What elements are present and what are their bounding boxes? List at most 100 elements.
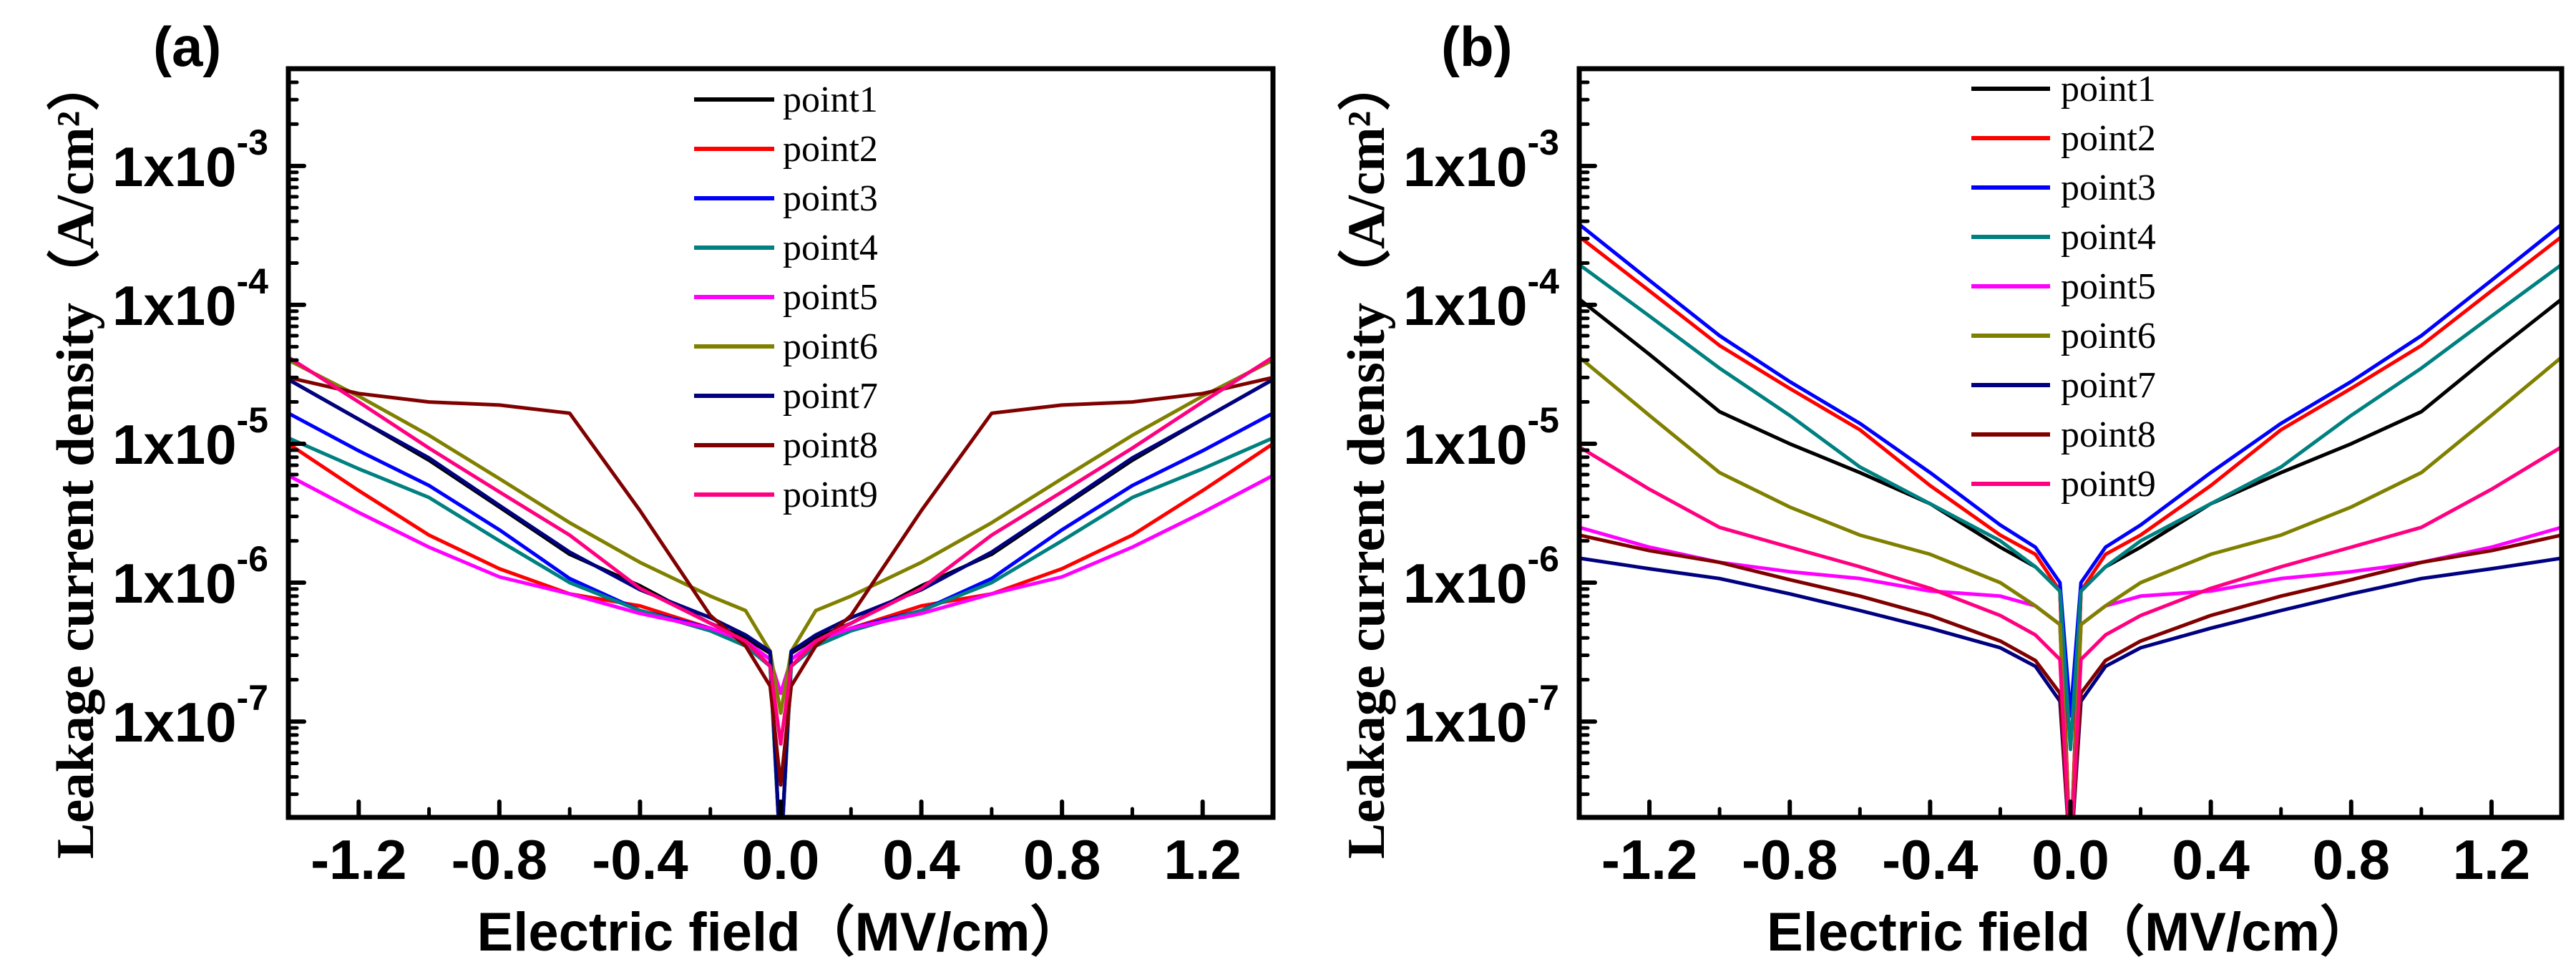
legend-label: point8 (783, 425, 878, 466)
legend-label: point6 (783, 326, 878, 367)
legend-label: point8 (2061, 414, 2156, 455)
x-tick-label: 0.4 (2172, 828, 2249, 891)
legend-item: point5 (694, 277, 878, 318)
legend-item: point9 (1971, 464, 2156, 505)
y-tick-mantissa: 1x10 (1403, 274, 1528, 337)
legend-item: point1 (694, 79, 878, 120)
legend-item: point4 (1971, 217, 2156, 258)
series-line-point4 (1579, 263, 2562, 752)
plot-area (288, 355, 1273, 817)
y-tick-exponent: -7 (237, 678, 268, 718)
legend-item: point1 (1971, 69, 2156, 110)
y-tick-mantissa: 1x10 (1403, 691, 1528, 754)
y-tick-label: 1x10-4 (1403, 261, 1559, 337)
x-axis-label: Electric field（MV/cm） (1767, 902, 2374, 963)
y-tick-label: 1x10-4 (112, 261, 268, 337)
legend-item: point3 (1971, 167, 2156, 208)
y-tick-exponent: -3 (1528, 122, 1559, 162)
legend-item: point5 (1971, 266, 2156, 307)
y-tick-label: 1x10-3 (1403, 122, 1559, 198)
y-tick-label: 1x10-7 (112, 678, 268, 754)
series-line-point6 (288, 358, 1273, 715)
series-line-point4 (288, 436, 1273, 817)
y-tick-exponent: -5 (237, 400, 268, 440)
x-tick-label: 0.0 (2031, 828, 2109, 891)
y-tick-mantissa: 1x10 (1403, 413, 1528, 476)
legend-label: point9 (783, 475, 878, 515)
legend-item: point6 (1971, 316, 2156, 356)
legend-item: point3 (694, 178, 878, 219)
y-tick-exponent: -6 (1528, 539, 1559, 579)
x-tick-label: 0.8 (2313, 828, 2390, 891)
series-line-point2 (1579, 235, 2562, 817)
series-line-point9 (288, 355, 1273, 746)
y-tick-mantissa: 1x10 (112, 274, 237, 337)
series-line-point3 (288, 412, 1273, 817)
y-tick-label: 1x10-6 (112, 539, 268, 615)
x-tick-label: -1.2 (311, 828, 406, 891)
x-tick-label: 1.2 (1163, 828, 1241, 891)
y-tick-label: 1x10-7 (1403, 678, 1559, 754)
panel-label: (a) (153, 15, 221, 78)
x-tick-label: -0.4 (1882, 828, 1978, 891)
y-tick-mantissa: 1x10 (112, 691, 237, 754)
y-tick-exponent: -4 (237, 261, 269, 301)
legend-label: point2 (2061, 118, 2156, 159)
x-axis-label: Electric field（MV/cm） (477, 902, 1085, 963)
legend-label: point1 (783, 79, 878, 120)
series-line-point1 (1579, 297, 2562, 817)
series-line-point5 (1579, 525, 2562, 817)
y-tick-exponent: -7 (1528, 678, 1559, 718)
legend-label: point4 (783, 228, 878, 268)
y-tick-exponent: -6 (237, 539, 268, 579)
series-line-point5 (288, 474, 1273, 695)
y-tick-label: 1x10-6 (1403, 539, 1559, 615)
legend-item: point8 (694, 425, 878, 466)
series-line-point6 (1579, 356, 2562, 817)
series-line-point8 (1579, 533, 2562, 817)
series-line-point3 (1579, 223, 2562, 718)
legend-label: point1 (2061, 69, 2156, 110)
y-axis-label: Leakage current density（A/cm²） (47, 57, 105, 859)
legend-label: point7 (2061, 365, 2156, 406)
y-tick-label: 1x10-5 (112, 400, 268, 476)
x-tick-label: -0.8 (1742, 828, 1838, 891)
legend-label: point4 (2061, 217, 2156, 258)
legend-item: point2 (1971, 118, 2156, 159)
legend-item: point8 (1971, 414, 2156, 455)
series-line-point7 (288, 378, 1273, 817)
y-tick-label: 1x10-3 (112, 122, 268, 198)
x-tick-label: 0.8 (1023, 828, 1101, 891)
x-tick-label: 0.4 (882, 828, 960, 891)
x-tick-label: 0.0 (742, 828, 819, 891)
x-tick-label: 1.2 (2453, 828, 2530, 891)
legend-item: point4 (694, 228, 878, 268)
legend: point1 point2 point3 point4 point5 point6 poin… (1971, 69, 2156, 505)
series-line-point9 (1579, 445, 2562, 817)
legend-label: point3 (783, 178, 878, 219)
legend-label: point3 (2061, 167, 2156, 208)
y-tick-label: 1x10-5 (1403, 400, 1559, 476)
legend-item: point6 (694, 326, 878, 367)
legend-item: point9 (694, 475, 878, 515)
legend-label: point7 (783, 376, 878, 417)
x-tick-label: -1.2 (1601, 828, 1697, 891)
y-axis-label: Leakage current density（A/cm²） (1337, 57, 1396, 859)
legend-label: point9 (2061, 464, 2156, 505)
y-tick-mantissa: 1x10 (112, 552, 237, 615)
x-tick-label: -0.8 (452, 828, 547, 891)
series-line-point8 (288, 375, 1273, 787)
legend-item: point7 (1971, 365, 2156, 406)
y-tick-mantissa: 1x10 (112, 413, 237, 476)
series-line-point2 (288, 442, 1273, 817)
x-tick-label: -0.4 (592, 828, 688, 891)
y-tick-exponent: -5 (1528, 400, 1559, 440)
legend-label: point2 (783, 129, 878, 170)
legend-label: point5 (783, 277, 878, 318)
y-tick-exponent: -4 (1528, 261, 1560, 301)
y-tick-mantissa: 1x10 (1403, 552, 1528, 615)
legend-label: point5 (2061, 266, 2156, 307)
